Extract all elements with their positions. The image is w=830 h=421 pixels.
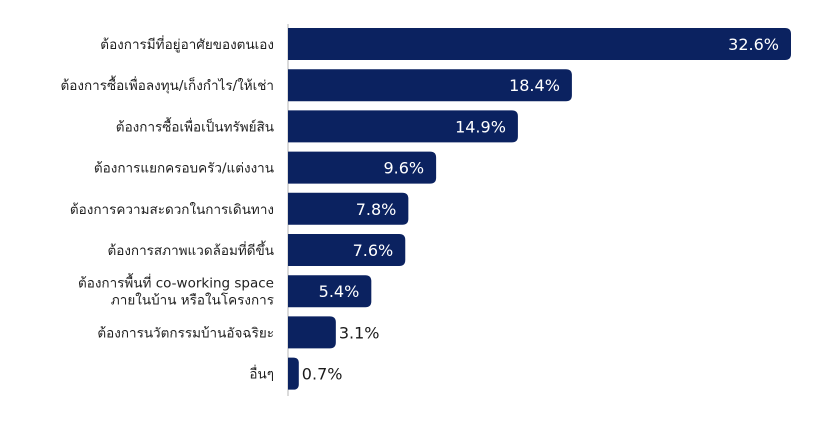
bar-3 <box>288 110 518 143</box>
bar-6 <box>288 234 406 266</box>
category-label-1: ต้องการมีที่อยู่อาศัยของตนเอง <box>100 35 274 53</box>
category-label-4: ต้องการแยกครอบครัว/แต่งงาน <box>94 161 274 177</box>
value-label-2: 18.4% <box>509 76 560 95</box>
bar-4 <box>288 151 437 184</box>
category-label-9: อื่นๆ <box>249 365 274 383</box>
bar-5 <box>288 192 409 225</box>
bar-8 <box>288 316 336 349</box>
value-label-8: 3.1% <box>339 323 380 342</box>
category-label-8: ต้องการนวัตกรรมบ้านอัจฉริยะ <box>97 325 274 341</box>
value-label-9: 0.7% <box>302 365 343 384</box>
bar-9 <box>288 357 299 390</box>
value-label-6: 7.6% <box>353 241 394 260</box>
value-label-7: 5.4% <box>319 282 360 301</box>
bars-layer <box>288 28 791 390</box>
category-label-3: ต้องการซื้อเพื่อเป็นทรัพย์สิน <box>116 116 274 135</box>
bar-7 <box>288 275 372 308</box>
category-label-7: ต้องการพื้นที่ co-working space ภายในบ้าน… <box>78 273 274 309</box>
value-labels-layer: 32.6% 18.4% 14.9% 9.6% 7.8% 7.6% 5.4% 3.1% 0.7% <box>302 35 779 384</box>
category-label-2: ต้องการซื้อเพื่อลงทุน/เก็งกำไร/ให้เช่า <box>61 75 274 94</box>
bar-1 <box>288 28 791 60</box>
category-label-6: ต้องการสภาพแวดล้อมที่ดีขึ้น <box>107 240 274 259</box>
value-label-5: 7.8% <box>356 200 397 219</box>
bar-2 <box>288 69 572 102</box>
category-label-5: ต้องการความสะดวกในการเดินทาง <box>70 201 274 218</box>
value-label-1: 32.6% <box>728 35 779 54</box>
value-label-3: 14.9% <box>455 117 506 136</box>
value-label-4: 9.6% <box>383 159 424 178</box>
category-labels-layer: ต้องการมีที่อยู่อาศัยของตนเองต้องการซื้อ… <box>61 35 274 383</box>
